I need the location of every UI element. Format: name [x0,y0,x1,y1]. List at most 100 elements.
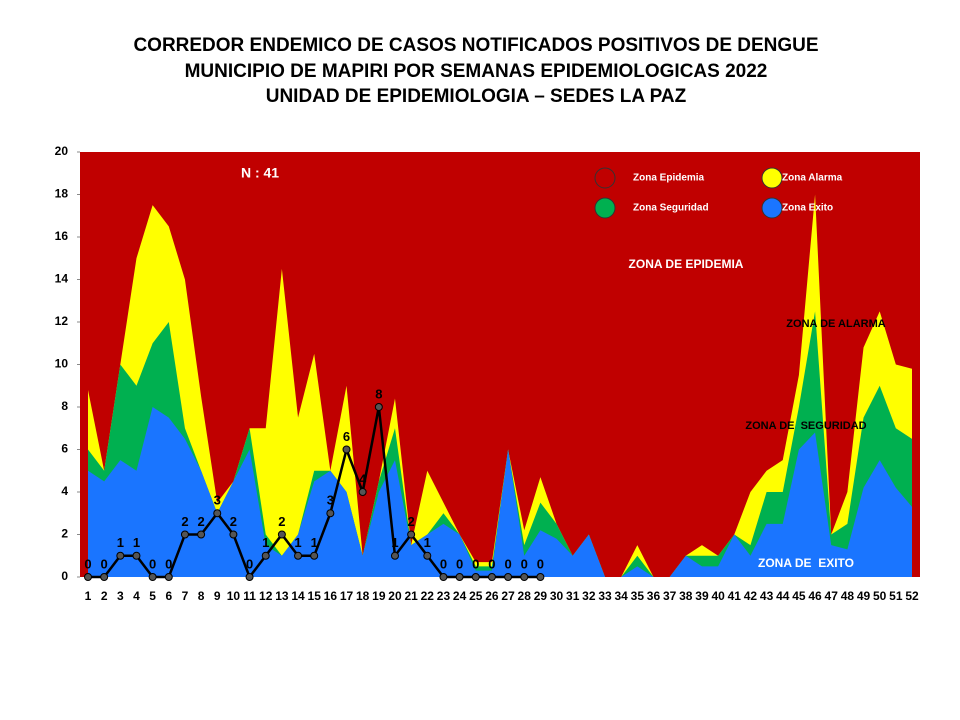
chart-title: UNIDAD DE EPIDEMIOLOGIA – SEDES LA PAZ [266,86,687,107]
x-tick-label: 39 [695,589,709,603]
x-tick-label: 11 [243,589,256,603]
x-tick-label: 31 [566,589,580,603]
x-tick-label: 13 [275,589,289,603]
chart-title: CORREDOR ENDEMICO DE CASOS NOTIFICADOS P… [133,35,818,56]
x-tick-label: 8 [198,589,205,603]
area [88,407,912,577]
case-marker [407,530,416,539]
y-tick-label: 0 [61,569,68,583]
case-marker [84,573,92,581]
case-marker [310,551,319,560]
x-tick-label: 12 [259,589,273,603]
x-tick-label: 21 [404,589,418,603]
case-marker [455,573,464,581]
y-tick-label: 6 [61,442,68,456]
data-label: 0 [456,556,463,571]
x-tick-label: 18 [356,589,370,603]
data-label: 1 [391,535,398,550]
x-tick-label: 49 [857,589,871,603]
y-tick-label: 18 [55,187,69,201]
x-tick-label: 17 [340,589,354,603]
case-marker [261,551,270,560]
data-label: 0 [149,556,156,571]
x-tick-label: 2 [101,589,108,603]
x-tick-label: 26 [485,589,499,603]
data-label: 2 [181,514,188,529]
case-marker [100,573,109,581]
x-tick-label: 20 [388,589,402,603]
data-label: 0 [504,556,511,571]
data-label: 3 [214,493,221,508]
legend-label: Zona Seguridad [633,203,709,214]
area [88,194,912,577]
case-marker [439,573,448,581]
case-marker [471,573,480,581]
annotation: ZONA DE SEGURIDAD [745,420,866,432]
y-tick-label: 8 [61,399,68,413]
data-label: 0 [472,556,479,571]
annotation: ZONA DE EPIDEMIA [629,257,744,271]
x-tick-label: 38 [679,589,693,603]
x-tick-label: 33 [598,589,612,603]
x-tick-label: 24 [453,589,467,603]
x-tick-label: 15 [308,589,322,603]
x-tick-label: 3 [117,589,124,603]
data-label: 0 [165,556,172,571]
x-tick-label: 42 [744,589,758,603]
y-tick-label: 4 [61,484,68,498]
data-label: 1 [424,535,431,550]
data-label: 3 [327,493,334,508]
data-label: 1 [262,535,269,550]
x-tick-label: 28 [518,589,532,603]
data-label: 1 [294,535,301,550]
data-label: 0 [521,556,528,571]
x-tick-label: 48 [841,589,855,603]
case-marker [326,509,335,518]
case-marker [164,573,173,581]
case-marker [197,530,206,539]
case-marker [180,530,189,539]
x-tick-label: 6 [165,589,172,603]
annotation: N : 41 [241,165,279,181]
y-tick-label: 16 [55,229,69,243]
case-marker [148,573,157,581]
legend-swatch [761,167,783,189]
x-tick-label: 4 [133,589,140,603]
x-tick-label: 19 [372,589,386,603]
x-tick-label: 35 [631,589,645,603]
case-marker [213,509,222,518]
x-tick-label: 14 [291,589,305,603]
x-tick-label: 7 [182,589,189,603]
x-tick-label: 22 [421,589,435,603]
legend-label: Zona Exito [782,203,833,214]
x-tick-label: 47 [825,589,839,603]
y-tick-label: 20 [55,144,69,158]
legend-swatch [594,197,616,219]
y-tick-label: 14 [55,272,69,286]
x-tick-label: 36 [647,589,661,603]
data-label: 1 [117,535,124,550]
data-label: 4 [359,471,367,486]
x-tick-label: 16 [324,589,338,603]
annotation: ZONA DE ALARMA [786,318,885,330]
y-tick-label: 2 [61,527,68,541]
case-marker [245,573,254,581]
data-label: 0 [488,556,495,571]
x-tick-label: 45 [792,589,806,603]
annotation: ZONA DE EXITO [758,556,854,570]
legend-swatch [761,197,783,219]
data-label: 0 [101,556,108,571]
x-tick-label: 41 [728,589,742,603]
x-tick-label: 37 [663,589,677,603]
case-marker [374,403,383,411]
y-tick-label: 12 [55,314,69,328]
x-tick-label: 10 [227,589,241,603]
data-label: 2 [197,514,204,529]
case-marker [504,573,513,581]
x-tick-label: 32 [582,589,596,603]
case-marker [423,551,432,560]
data-label: 2 [230,514,237,529]
legend-swatch [594,167,616,189]
data-label: 2 [278,514,285,529]
data-label: 0 [440,556,447,571]
